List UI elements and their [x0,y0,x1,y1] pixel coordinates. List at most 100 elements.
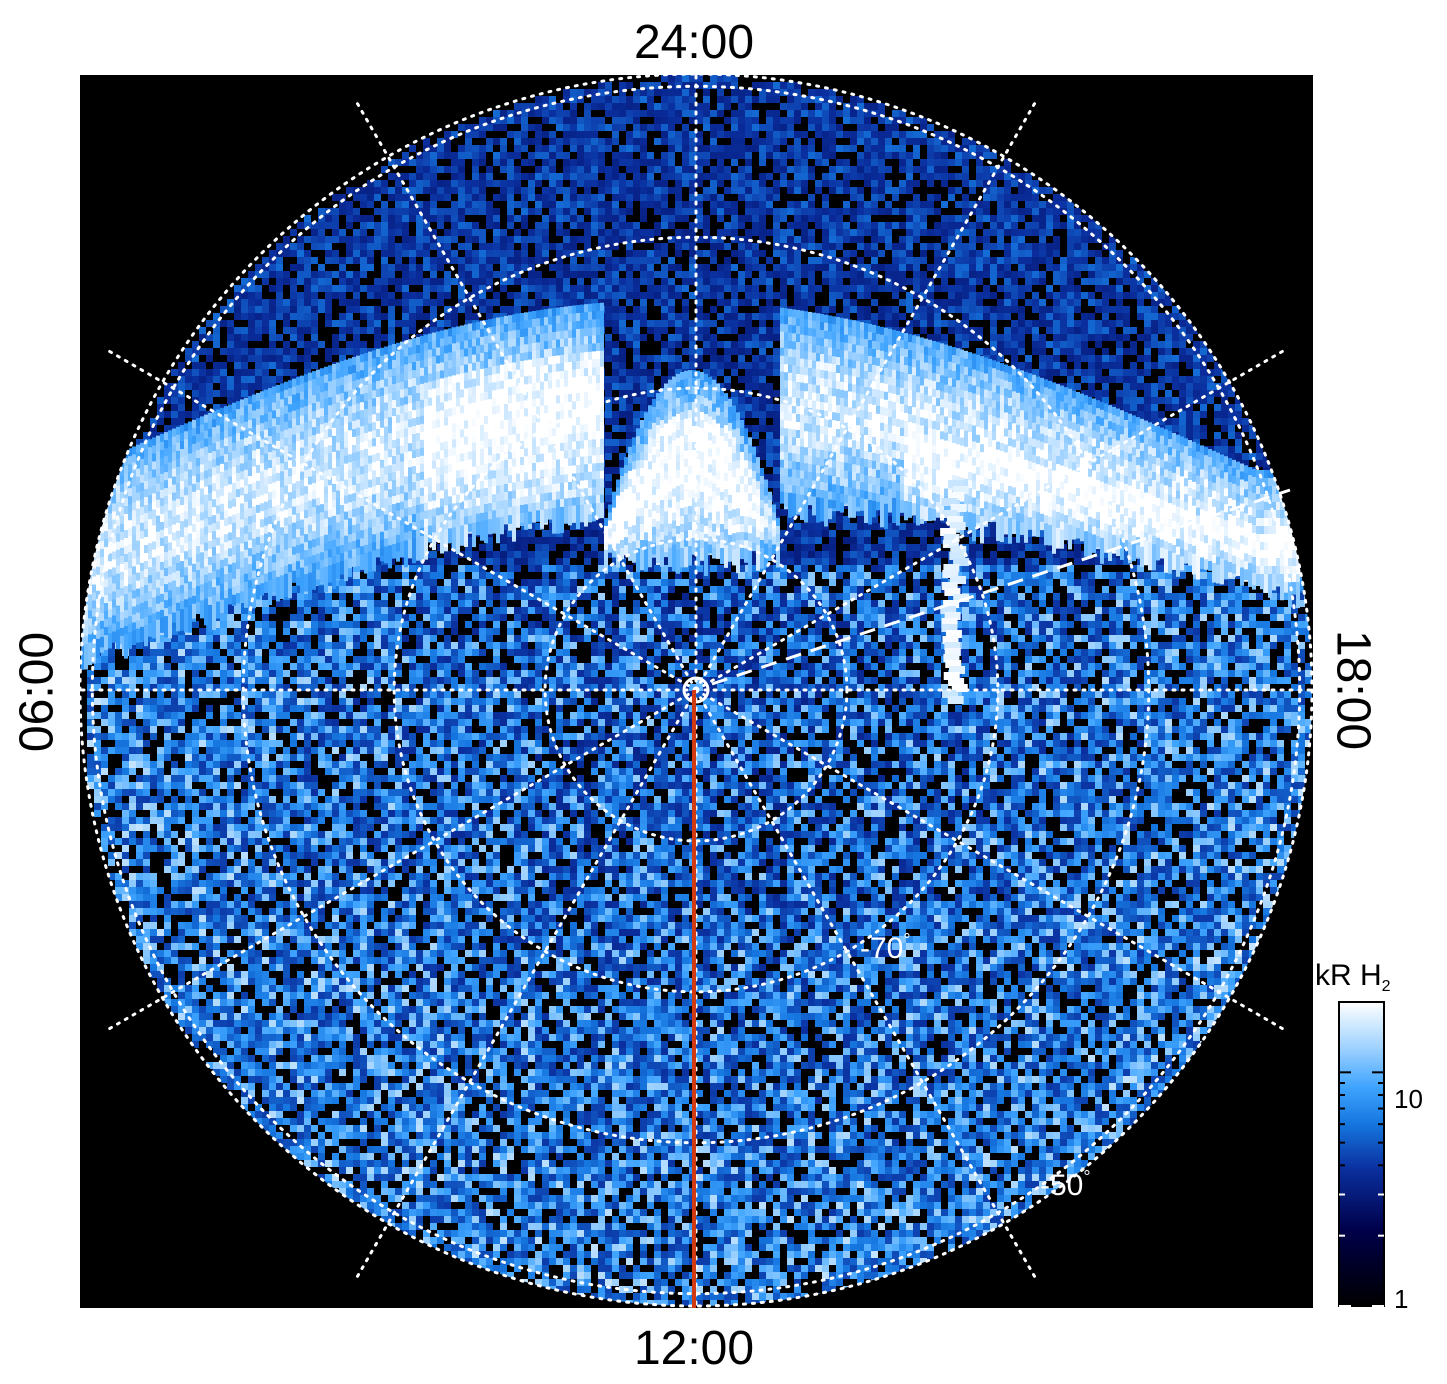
noise-pixel [899,180,906,187]
noise-pixel [549,166,556,173]
noise-pixel [507,110,514,117]
noise-pixel [339,320,346,327]
noise-pixel [269,355,276,362]
noise-pixel [829,222,836,229]
noise-pixel [325,299,332,306]
noise-pixel [871,257,878,264]
noise-pixel [822,89,829,96]
noise-pixel [1137,411,1144,418]
noise-pixel [605,215,612,222]
noise-pixel [773,334,780,341]
noise-pixel [927,292,934,299]
noise-pixel [1228,390,1235,397]
noise-pixel [276,334,283,341]
noise-pixel [360,243,367,250]
noise-pixel [759,138,766,145]
noise-pixel [1039,278,1046,285]
noise-pixel [283,348,290,355]
noise-pixel [780,173,787,180]
noise-pixel [402,173,409,180]
noise-pixel [808,124,815,131]
noise-pixel [731,138,738,145]
noise-pixel [710,75,717,82]
noise-pixel [255,320,262,327]
noise-pixel [535,124,542,131]
noise-pixel [878,173,885,180]
noise-pixel [1137,369,1144,376]
noise-pixel [1046,201,1053,208]
noise-pixel [528,208,535,215]
noise-pixel [759,271,766,278]
noise-pixel [1004,243,1011,250]
noise-pixel [871,250,878,257]
noise-pixel [304,362,311,369]
noise-pixel [1116,313,1123,320]
noise-pixel [899,208,906,215]
noise-pixel [892,110,899,117]
noise-pixel [542,166,549,173]
noise-pixel [829,96,836,103]
noise-pixel [276,355,283,362]
noise-pixel [465,229,472,236]
noise-pixel [689,320,696,327]
noise-pixel [920,124,927,131]
noise-pixel [661,96,668,103]
noise-pixel [1011,194,1018,201]
noise-pixel [241,355,248,362]
noise-pixel [983,271,990,278]
noise-pixel [402,264,409,271]
noise-pixel [318,341,325,348]
noise-pixel [668,89,675,96]
noise-pixel [1172,355,1179,362]
noise-pixel [1109,271,1116,278]
noise-pixel [626,425,633,432]
noise-pixel [948,229,955,236]
noise-pixel [479,292,486,299]
noise-pixel [619,222,626,229]
noise-pixel [304,306,311,313]
noise-pixel [626,138,633,145]
noise-pixel [1200,376,1207,383]
noise-pixel [591,117,598,124]
noise-pixel [570,236,577,243]
noise-pixel [752,124,759,131]
noise-pixel [766,355,773,362]
noise-pixel [409,306,416,313]
noise-pixel [619,173,626,180]
noise-pixel [962,299,969,306]
noise-pixel [780,264,787,271]
noise-pixel [584,208,591,215]
noise-pixel [647,82,654,89]
noise-pixel [1228,418,1235,425]
noise-pixel [1144,313,1151,320]
noise-pixel [199,327,206,334]
noise-pixel [822,145,829,152]
noise-pixel [654,369,661,376]
noise-pixel [1158,327,1165,334]
noise-pixel [367,236,374,243]
noise-pixel [724,313,731,320]
noise-pixel [654,362,661,369]
noise-pixel [556,173,563,180]
noise-pixel [206,320,213,327]
noise-pixel [731,264,738,271]
noise-pixel [591,159,598,166]
noise-pixel [1193,383,1200,390]
noise-pixel [1214,432,1221,439]
noise-pixel [1074,320,1081,327]
noise-pixel [367,243,374,250]
noise-pixel [675,292,682,299]
noise-pixel [983,306,990,313]
noise-pixel [640,194,647,201]
noise-pixel [927,285,934,292]
noise-pixel [332,292,339,299]
noise-pixel [388,222,395,229]
noise-pixel [346,341,353,348]
noise-pixel [388,327,395,334]
noise-pixel [521,159,528,166]
noise-pixel [570,222,577,229]
noise-pixel [409,264,416,271]
noise-pixel [402,152,409,159]
noise-pixel [668,257,675,264]
noise-pixel [556,124,563,131]
